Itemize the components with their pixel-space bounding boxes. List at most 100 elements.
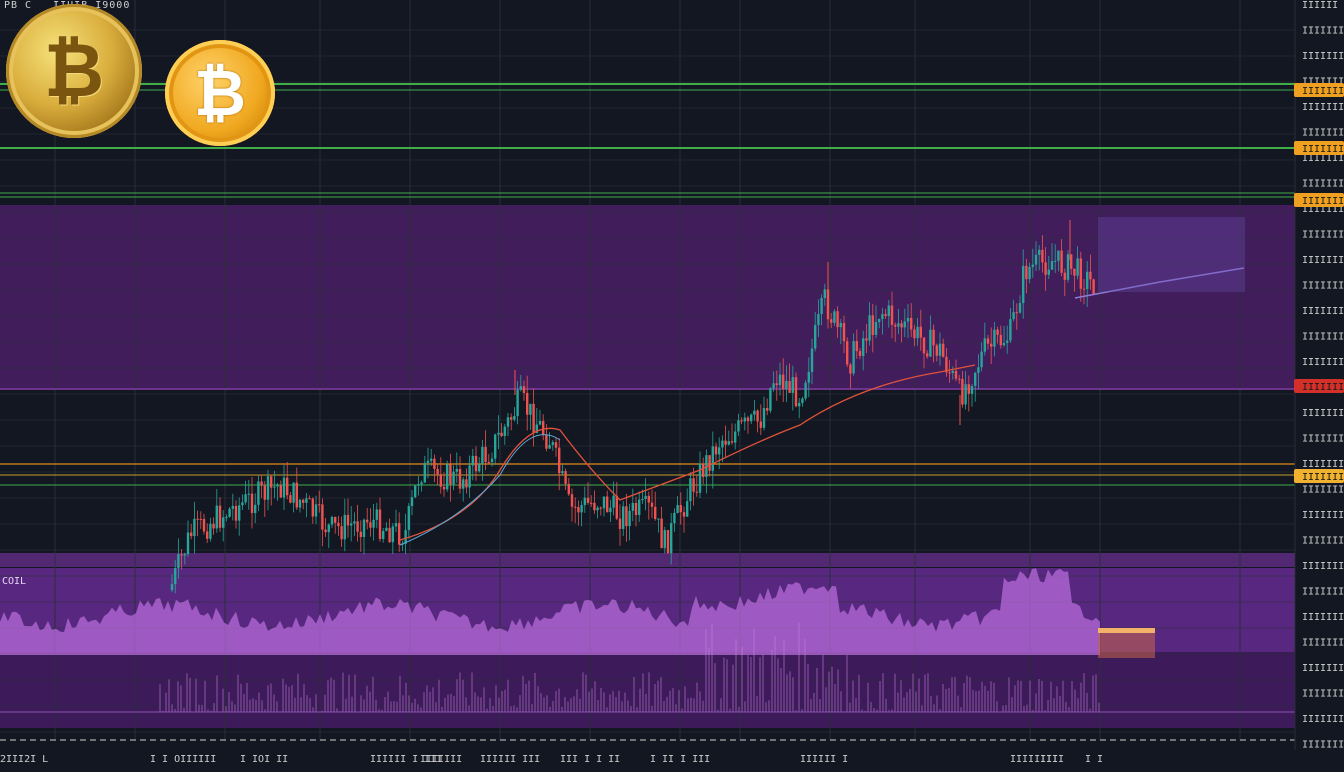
candle-body [170, 584, 174, 590]
candle-body [234, 505, 238, 521]
candle-body [1063, 272, 1066, 280]
candle-body [526, 392, 529, 415]
candle-body [286, 477, 289, 496]
candle-body [1044, 262, 1047, 275]
candle-body [1057, 250, 1060, 261]
candle-body [577, 507, 580, 513]
candle-body [958, 378, 961, 380]
price-badge-label: IIIIIIII [1302, 472, 1344, 483]
candle-body [823, 289, 826, 299]
candle-body [798, 402, 801, 407]
candle-body [225, 516, 228, 518]
candle-body [279, 485, 282, 498]
candle-body [228, 508, 231, 517]
candle-body [842, 323, 846, 342]
candle-body [974, 372, 977, 386]
price-axis-label: IIIIIII [1302, 408, 1344, 419]
candle-body [215, 505, 218, 529]
candle-body [1079, 258, 1082, 289]
candle-body [529, 403, 532, 415]
candle-body [218, 505, 222, 528]
candle-body [327, 524, 330, 533]
price-badge [1294, 83, 1344, 97]
candle-body [878, 318, 881, 322]
bitcoin-coin-icon: ₿ [6, 4, 142, 138]
candle-body [391, 526, 394, 543]
zone-strip [0, 553, 1295, 567]
candle-body [759, 421, 762, 428]
candle-body [791, 377, 794, 393]
candle-body [929, 329, 932, 357]
candle-body [471, 455, 474, 466]
candle-body [554, 442, 558, 448]
price-axis-label: IIIIIII [1302, 77, 1344, 88]
candle-body [193, 518, 196, 537]
candle-body [481, 446, 484, 465]
time-axis-label: IIIIII I III [370, 754, 442, 765]
candle-body [455, 468, 458, 472]
symbol-label[interactable]: PB C [4, 0, 33, 11]
candle-body [894, 324, 897, 327]
candle-body [583, 497, 586, 506]
candle-body [833, 311, 836, 323]
candle-body [375, 509, 378, 520]
candle-body [926, 353, 929, 357]
candle-body [916, 326, 919, 339]
candle-body [884, 314, 887, 317]
candle-body [503, 426, 506, 437]
candle-body [919, 326, 922, 338]
candle-body [730, 441, 734, 443]
price-axis-label: IIIIIII [1302, 357, 1344, 368]
candle-body [590, 502, 593, 504]
candle-body [977, 367, 980, 373]
candle-body [558, 447, 561, 474]
candle-body [714, 446, 718, 455]
candle-body [394, 523, 398, 527]
price-axis-label: IIIIIII [1302, 332, 1344, 343]
candle-body [1060, 250, 1063, 273]
candle-body [334, 516, 337, 523]
price-axis-label: IIIIIII [1302, 281, 1344, 292]
candle-body [698, 463, 702, 493]
candle-body [177, 554, 180, 569]
candle-body [913, 329, 916, 339]
candle-body [734, 431, 737, 443]
candle-body [750, 414, 753, 422]
time-axis-label: 2III2I L [0, 754, 48, 765]
candle-body [212, 523, 215, 529]
candle-body [324, 529, 327, 533]
candle-body [241, 502, 244, 506]
price-axis-label: IIIIIII [1302, 485, 1344, 496]
candle-body [1012, 312, 1015, 320]
candle-body [538, 420, 542, 425]
candle-body [692, 478, 695, 492]
candle-body [858, 351, 862, 356]
candle-body [350, 523, 353, 526]
candle-body [865, 338, 868, 341]
price-axis-label: IIIIIII [1302, 51, 1344, 62]
candle-body [382, 530, 385, 540]
candle-body [967, 384, 970, 394]
price-axis-label: IIIIII [1302, 0, 1338, 11]
candle-body [666, 530, 670, 554]
candle-body [353, 521, 356, 524]
candle-body [449, 464, 452, 485]
price-badge-label: IIIIIIII [1302, 196, 1344, 207]
candle-body [270, 476, 273, 488]
time-axis-label: I IOI II [240, 754, 288, 765]
candle-body [238, 505, 241, 521]
candle-body [570, 494, 574, 507]
indicator-label[interactable]: COIL [2, 576, 27, 587]
candle-body [1050, 261, 1054, 270]
candle-body [839, 323, 842, 328]
candle-body [362, 519, 366, 537]
candle-body [890, 305, 894, 325]
candle-body [855, 341, 858, 352]
price-axis-label: IIIIIII [1302, 306, 1344, 317]
candle-body [551, 442, 554, 445]
candle-body [612, 495, 615, 508]
candle-body [1047, 269, 1050, 275]
candle-body [314, 504, 318, 517]
